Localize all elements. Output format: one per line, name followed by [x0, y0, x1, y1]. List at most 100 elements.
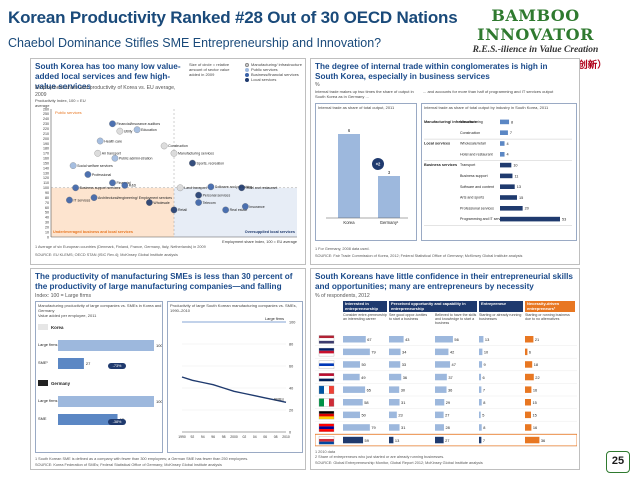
- table-bar: [343, 361, 360, 368]
- scatter-point-label: Wholesale: [153, 201, 169, 205]
- table-bar: [435, 361, 451, 368]
- flag-stripe: [319, 338, 334, 341]
- table-bar: [525, 436, 540, 444]
- flag-de: [318, 410, 335, 420]
- table-cell-value: 30: [401, 387, 406, 392]
- table-cell-value: 10: [484, 350, 489, 355]
- sme-bar-category: Large firms: [38, 398, 58, 403]
- table-bar: [343, 399, 363, 406]
- legend-groups: Manufacturing/ infrastructure Public ser…: [245, 62, 303, 82]
- flag-border: [318, 423, 335, 432]
- flag-stripe: [319, 335, 334, 339]
- y-tick-label: 60: [289, 364, 293, 368]
- table-bar: [343, 336, 366, 343]
- flag-stripe: [319, 436, 334, 439]
- table-cell-value: 16: [533, 387, 537, 392]
- y-tick-label: 260: [43, 107, 49, 111]
- table-bar: [435, 424, 444, 431]
- industry-bar: [500, 130, 508, 135]
- industry-bar-value: 4: [507, 142, 509, 146]
- legend-public: Public services: [245, 67, 303, 72]
- series-line: [181, 376, 287, 403]
- panel-b-title: The degree of internal trade within cong…: [315, 62, 548, 81]
- flag-border: [318, 360, 335, 369]
- series-label: Large firms: [265, 317, 284, 321]
- flag-stripe: [319, 426, 334, 430]
- scatter-point-label: Manufacturing services: [178, 152, 214, 156]
- scatter-point: [94, 149, 102, 157]
- sme-bar: [58, 358, 84, 369]
- industry-internal-trade-chart: Manufacturing 8 Construction 7 Manufacturing…: [424, 119, 572, 226]
- flag-il: [318, 360, 335, 369]
- gap-badge-label: -73%: [113, 364, 122, 368]
- table-cell-value: 13: [395, 438, 399, 443]
- table-cell-value: 36: [448, 387, 452, 392]
- scatter-point: [146, 199, 153, 206]
- table-cell-value: 58: [364, 400, 368, 405]
- table-bar: [525, 386, 532, 393]
- flag-stripe: [319, 416, 334, 420]
- industry-bar: [500, 141, 505, 146]
- panel-b-right-box-title: Internal trade as share of total output …: [424, 105, 549, 110]
- panel-a-subtitle: Employment share and productivity of Kor…: [35, 85, 176, 98]
- scatter-point: [116, 127, 124, 135]
- y-tick-label: 0: [47, 235, 49, 239]
- services-scatter-chart: 0102030405060708090100110120130140150160…: [43, 107, 297, 244]
- panel-a-source: SOURCE: EU KLEMS; OECD STAN (ISIC Rev.4)…: [35, 253, 178, 257]
- sme-bar-category: SME¹: [38, 360, 48, 365]
- industry-bar: [500, 216, 560, 222]
- table-cell-value: 42: [450, 350, 454, 355]
- flag-border: [318, 347, 335, 357]
- table-bar: [479, 336, 484, 343]
- y-tick-label: 190: [43, 142, 49, 146]
- legend-manufacturing: Manufacturing/ infrastructure: [245, 62, 303, 67]
- flag-stripe: [319, 340, 334, 344]
- table-cell-value: 16: [533, 425, 537, 430]
- table-bar: [525, 399, 531, 406]
- industry-bar-value: 13: [517, 185, 521, 189]
- country-flag: [38, 324, 48, 330]
- y-tick-label: 230: [43, 122, 49, 126]
- flag-stripe: [324, 398, 329, 407]
- ratio-bar: [378, 176, 400, 218]
- industry-group-label: Manufacturing/ infrastructure: [424, 120, 477, 124]
- y-tick-label: 120: [43, 176, 49, 180]
- industry-group-label: Business services: [424, 163, 457, 167]
- table-bar: [525, 424, 532, 431]
- table-bar: [435, 399, 445, 406]
- table-cell-value: 67: [367, 337, 371, 342]
- scatter-point-label: Social welfare services: [77, 164, 113, 168]
- y-tick-label: 70: [45, 201, 49, 205]
- table-cell-value: 34: [402, 350, 407, 355]
- x-tick-label: 06: [263, 435, 267, 439]
- x-axis-label: Employment share Index, 100 = EU average: [222, 240, 297, 244]
- flag-it: [318, 398, 335, 407]
- table-bar: [389, 373, 402, 381]
- legend-circle-size: Size of circle = relative amount of sect…: [189, 62, 230, 77]
- gap-badge: [108, 363, 126, 369]
- country-flag: [38, 380, 48, 386]
- table-bar: [343, 424, 370, 431]
- industry-bar: [500, 162, 512, 168]
- ratio-bar-category: Germany¹: [380, 220, 399, 225]
- korea-highlight: [315, 433, 577, 447]
- panel-d-footnote-1: 1 2010 data: [315, 450, 336, 454]
- table-bar: [389, 361, 401, 368]
- industry-bar-value: 20: [525, 207, 529, 211]
- panel-a-footnote: 1 Average of six European countries (Den…: [35, 245, 206, 249]
- table-cell-value: 31: [401, 425, 405, 430]
- x-tick-label: 1990: [178, 435, 186, 439]
- oversupplied-label: Oversupplied local services: [245, 230, 295, 234]
- flag-stripe: [319, 350, 334, 354]
- industry-bar-value: 7: [510, 131, 512, 135]
- scatter-point-label: IT services: [73, 198, 90, 202]
- logo-name: BAMBOO INNOVATOR: [477, 6, 594, 44]
- scatter-point-label: Retail: [178, 208, 187, 212]
- table-cell-value: 49: [361, 375, 365, 380]
- industry-label: Professional services: [460, 206, 494, 210]
- table-bar: [389, 399, 400, 406]
- ratio-annotation-circle: [372, 158, 384, 170]
- table-cell-value: 47: [452, 362, 456, 367]
- industry-bar: [500, 195, 517, 200]
- panel-b-left-box-title: Internal trade as share of total output,…: [318, 105, 395, 110]
